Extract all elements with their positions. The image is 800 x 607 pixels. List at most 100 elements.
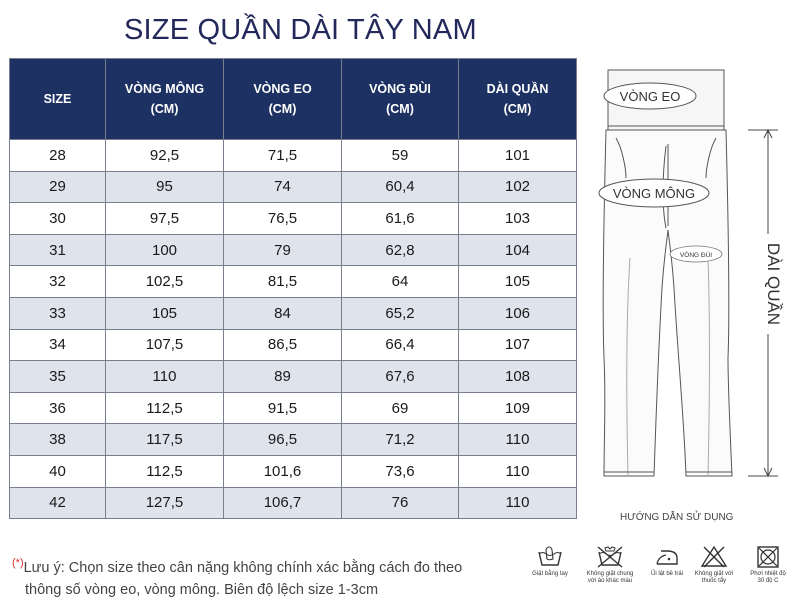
dry-shade-icon xyxy=(757,546,779,568)
cell-hip: 97,5 xyxy=(105,202,224,235)
thigh-label: VÒNG ĐÙI xyxy=(680,250,712,259)
cell-hip: 117,5 xyxy=(105,423,224,456)
header-length: DÀI QUẦN (CM) xyxy=(458,58,577,140)
cell-thigh: 73,6 xyxy=(341,454,459,488)
size-note: (*)Lưu ý: Chọn size theo cân nặng không … xyxy=(12,552,462,601)
table-header-row: SIZE VÒNG MÔNG (CM) VÒNG EO (CM) VÒNG ĐÙI(… xyxy=(9,58,577,140)
table-row: 38 117,5 96,5 71,2 110 xyxy=(9,423,577,456)
cell-length: 110 xyxy=(458,423,577,456)
cell-thigh: 64 xyxy=(341,265,459,298)
cell-thigh: 76 xyxy=(341,486,459,520)
header-hip: VÒNG MÔNG (CM) xyxy=(105,58,224,140)
iron-low-icon xyxy=(656,550,678,565)
thigh-label-bubble xyxy=(669,245,723,263)
cell-waist: 84 xyxy=(223,296,342,330)
cell-size: 40 xyxy=(9,454,106,488)
cell-hip: 100 xyxy=(105,233,224,267)
table-row: 29 95 74 60,4 102 xyxy=(9,170,577,204)
waist-label-bubble xyxy=(603,82,697,110)
cell-length: 110 xyxy=(458,454,577,488)
header-thigh: VÒNG ĐÙI (CM) xyxy=(341,58,459,140)
cell-thigh: 65,2 xyxy=(341,296,459,330)
cell-thigh: 61,6 xyxy=(341,202,459,235)
header-waist: VÒNG EO (CM) xyxy=(223,58,342,140)
cell-thigh: 69 xyxy=(341,391,459,425)
cell-waist: 79 xyxy=(223,233,342,267)
cell-waist: 76,5 xyxy=(223,202,342,235)
cell-size: 38 xyxy=(9,423,106,456)
cell-size: 33 xyxy=(9,296,106,330)
header-size: SIZE xyxy=(9,58,106,140)
cell-waist: 81,5 xyxy=(223,265,342,298)
cell-hip: 102,5 xyxy=(105,265,224,298)
usage-guide-label: HƯỚNG DẪN SỬ DỤNG xyxy=(620,512,734,523)
note-line-2: thông số vòng eo, vòng mông. Biên độ lệc… xyxy=(25,581,379,598)
cell-hip: 110 xyxy=(105,360,224,393)
cell-hip: 105 xyxy=(105,296,224,330)
cell-waist: 71,5 xyxy=(223,139,342,172)
cell-size: 29 xyxy=(9,170,106,204)
cell-length: 110 xyxy=(458,486,577,520)
pant-body xyxy=(602,129,733,477)
trousers-diagram: VÒNG EO VÒNG MÔNG VÒNG ĐÙI DÀI QUẦN xyxy=(598,69,783,478)
cell-hip: 112,5 xyxy=(105,391,224,425)
cell-length: 109 xyxy=(458,391,577,425)
hip-label-bubble xyxy=(598,178,710,208)
cell-size: 35 xyxy=(9,360,106,393)
cell-thigh: 59 xyxy=(341,139,459,172)
table-row: 42 127,5 106,7 76 110 xyxy=(9,486,577,520)
table-row: 32 102,5 81,5 64 105 xyxy=(9,265,577,298)
page-title: SIZE QUẦN DÀI TÂY NAM xyxy=(124,14,477,46)
cell-size: 36 xyxy=(9,391,106,425)
cell-waist: 86,5 xyxy=(223,328,342,362)
cell-length: 106 xyxy=(458,296,577,330)
table-row: 33 105 84 65,2 106 xyxy=(9,296,577,330)
cell-length: 102 xyxy=(458,170,577,204)
table-row: 31 100 79 62,8 104 xyxy=(9,233,577,267)
waist-label: VÒNG EO xyxy=(620,89,681,104)
hand-wash-icon xyxy=(538,546,562,566)
size-table: SIZE VÒNG MÔNG (CM) VÒNG EO (CM) VÒNG ĐÙI(… xyxy=(9,58,577,520)
table-row: 40 112,5 101,6 73,6 110 xyxy=(9,454,577,488)
cell-waist: 101,6 xyxy=(223,454,342,488)
table-row: 35 110 89 67,6 108 xyxy=(9,360,577,393)
hip-label: VÒNG MÔNG xyxy=(613,186,695,201)
cell-thigh: 60,4 xyxy=(341,170,459,204)
cell-hip: 107,5 xyxy=(105,328,224,362)
cell-length: 104 xyxy=(458,233,577,267)
note-marker: (*) xyxy=(12,557,24,569)
cell-length: 108 xyxy=(458,360,577,393)
cell-thigh: 67,6 xyxy=(341,360,459,393)
cell-thigh: 71,2 xyxy=(341,423,459,456)
cell-length: 103 xyxy=(458,202,577,235)
cell-size: 42 xyxy=(9,486,106,520)
table-row: 34 107,5 86,5 66,4 107 xyxy=(9,328,577,362)
cell-hip: 95 xyxy=(105,170,224,204)
table-row: 28 92,5 71,5 59 101 xyxy=(9,139,577,172)
cell-thigh: 66,4 xyxy=(341,328,459,362)
care-iron: Ủi lật bề trái xyxy=(637,545,697,578)
table-row: 36 112,5 91,5 69 109 xyxy=(9,391,577,425)
cell-thigh: 62,8 xyxy=(341,233,459,267)
cell-size: 32 xyxy=(9,265,106,298)
cell-waist: 106,7 xyxy=(223,486,342,520)
cell-hip: 127,5 xyxy=(105,486,224,520)
no-bleach-icon xyxy=(700,545,728,568)
cell-waist: 74 xyxy=(223,170,342,204)
cell-waist: 96,5 xyxy=(223,423,342,456)
cell-size: 31 xyxy=(9,233,106,267)
care-no-bleach: Không giặt với thuốc tẩy xyxy=(684,545,744,585)
cell-waist: 91,5 xyxy=(223,391,342,425)
care-dry: Phơi nhiệt độ 30 độ C xyxy=(738,545,798,585)
cell-size: 34 xyxy=(9,328,106,362)
cell-size: 28 xyxy=(9,139,106,172)
note-line-1: Lưu ý: Chọn size theo cân nặng không chí… xyxy=(23,559,463,576)
cell-length: 101 xyxy=(458,139,577,172)
cell-hip: 112,5 xyxy=(105,454,224,488)
cell-length: 107 xyxy=(458,328,577,362)
no-wash-with-others-icon xyxy=(597,546,623,568)
care-no-wash-with-others: Không giặt chung với áo khác màu xyxy=(580,545,640,585)
care-hand-wash: Giặt bằng tay xyxy=(520,545,580,578)
cell-waist: 89 xyxy=(223,360,342,393)
table-row: 30 97,5 76,5 61,6 103 xyxy=(9,202,577,235)
